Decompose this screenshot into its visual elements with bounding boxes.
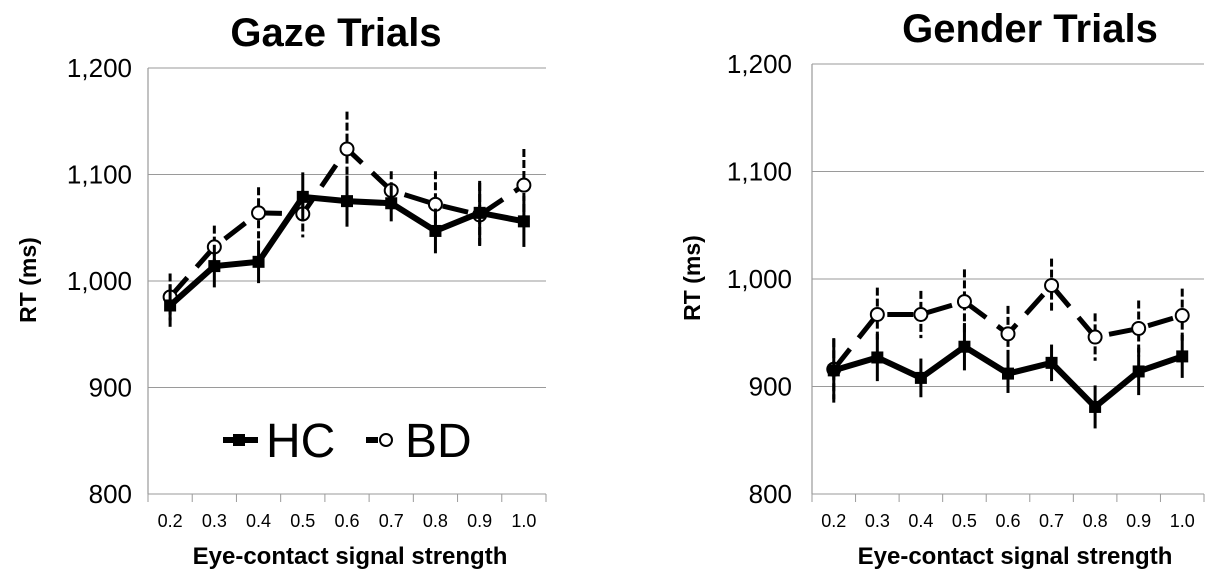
data-point-hc [296,190,309,203]
x-tick-label-gaze: 0.8 [423,511,448,531]
data-point-hc [517,215,530,228]
y-tick-label-gaze: 1,100 [67,160,132,190]
data-point-bd [1174,308,1190,324]
x-tick-label-gaze: 0.3 [202,511,227,531]
data-point-bd [1044,277,1060,293]
y-axis-label-gaze: RT (ms) [15,237,41,323]
data-point-hc [1089,400,1102,413]
data-point-bd [1000,326,1016,342]
data-point-hc [827,364,840,377]
data-point-hc [252,255,265,268]
legend-bd-marker [379,433,393,447]
data-point-hc [208,260,221,273]
y-tick-label-gaze: 900 [89,373,132,403]
x-tick-label-gender: 0.9 [1126,511,1151,531]
data-point-hc [914,371,927,384]
x-tick-label-gaze: 0.5 [290,511,315,531]
y-tick-label-gender: 1,000 [727,264,792,294]
y-tick-label-gender: 800 [749,479,792,509]
data-point-bd [869,306,885,322]
x-tick-label-gender: 0.7 [1039,511,1064,531]
plot-gender: 800 900 1,000 1,100 1,200 0.2 0.3 0.4 0.5 0.6 0.7 0… [727,49,1205,531]
x-axis-label-gaze: Eye-contact signal strength [193,543,508,570]
legend-hc-label: HC [266,415,335,468]
x-tick-label-gaze: 1.0 [511,511,536,531]
y-tick-label-gaze: 800 [89,479,132,509]
y-tick-label-gender: 1,200 [727,49,792,79]
x-tick-label-gaze: 0.2 [158,511,183,531]
data-point-hc [341,195,353,208]
x-tick-label-gender: 0.4 [908,511,933,531]
data-point-hc [429,224,442,237]
x-tick-label-gender: 0.3 [865,511,890,531]
data-point-bd [956,294,972,310]
data-point-bd [1131,320,1147,336]
legend-hc-marker [233,434,245,446]
chart-title-gaze: Gaze Trials [230,11,441,55]
plot-gaze: 800 900 1,000 1,100 1,200 0.2 0.3 0.4 0.5 0.6 0.7 0… [67,53,547,531]
x-tick-label-gaze: 0.6 [334,511,359,531]
data-point-bd [339,141,355,157]
x-tick-label-gender: 0.6 [995,511,1020,531]
data-point-bd [1087,329,1103,345]
data-point-hc [1002,367,1014,380]
y-axis-label-gender: RT (ms) [679,235,705,321]
data-point-bd [251,205,267,221]
x-axis-label-gender: Eye-contact signal strength [858,543,1173,570]
data-point-hc [1176,350,1189,363]
legend: HC BD [223,415,472,468]
y-tick-label-gender: 900 [749,372,792,402]
data-point-hc [958,340,971,353]
data-point-hc [164,299,177,312]
chart-title-gender: Gender Trials [902,7,1158,51]
x-tick-label-gender: 0.2 [821,511,846,531]
y-tick-label-gaze: 1,000 [67,266,132,296]
data-point-bd [913,306,929,322]
x-tick-label-gaze: 0.4 [246,511,271,531]
data-point-hc [1132,365,1145,378]
x-tick-label-gender: 0.5 [952,511,977,531]
y-tick-label-gender: 1,100 [727,157,792,187]
data-point-hc [871,351,884,364]
data-point-bd [516,177,532,193]
data-point-hc [473,206,486,219]
x-tick-label-gaze: 0.9 [467,511,492,531]
data-point-hc [1045,356,1058,369]
x-tick-label-gender: 1.0 [1170,511,1195,531]
x-tick-label-gaze: 0.7 [379,511,404,531]
y-tick-label-gaze: 1,200 [67,53,132,83]
legend-bd-label: BD [405,415,472,468]
data-point-hc [385,197,398,210]
x-tick-label-gender: 0.8 [1083,511,1108,531]
